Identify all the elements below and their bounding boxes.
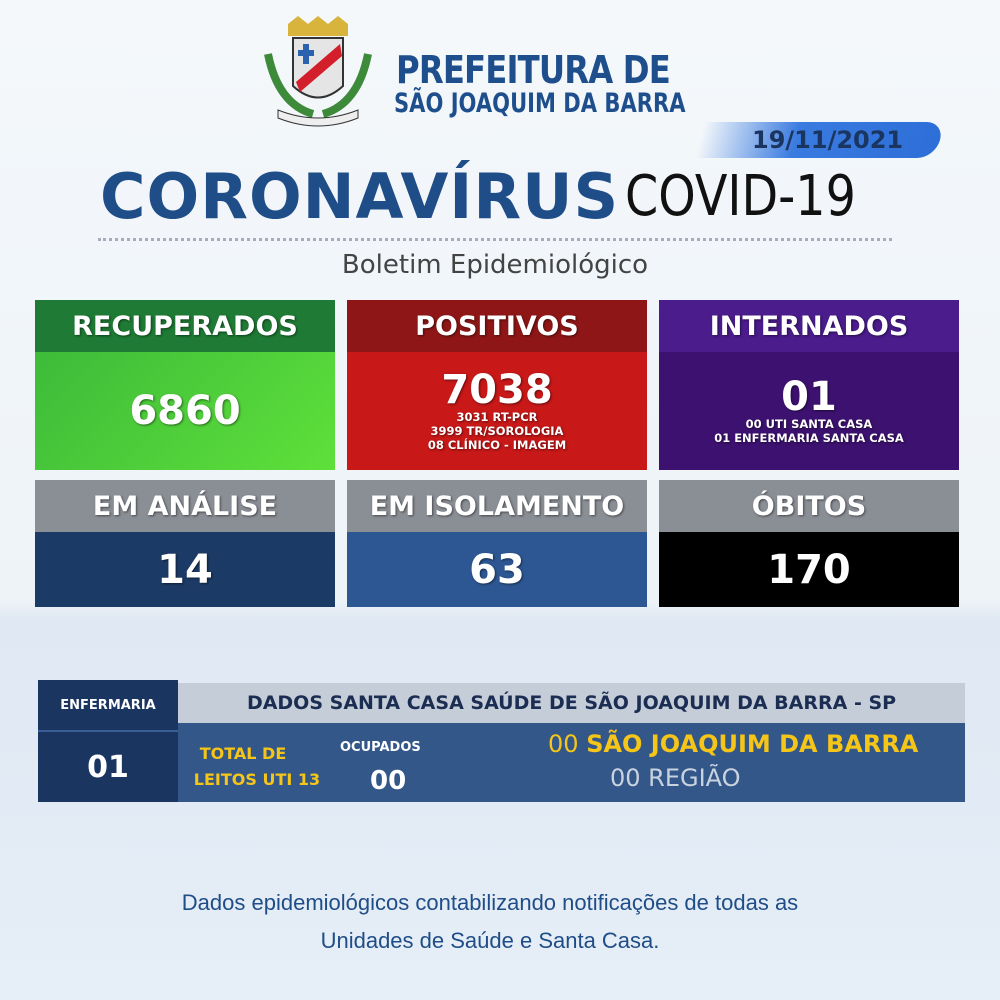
card-body: 7038 3031 RT-PCR 3999 TR/SOROLOGIA 08 CLÍNI… [347,352,647,470]
enfermaria-value: 01 [87,749,129,785]
card-value: 7038 [441,367,553,413]
card-label: EM ANÁLISE [35,480,335,532]
title-secondary: COVID-19 [625,164,856,229]
local-line: 00 SÃO JOAQUIM DA BARRA [548,730,918,758]
title-main: CORONAVÍRUS [100,160,620,233]
card-body: 63 [347,532,647,607]
enfermaria-label: ENFERMARIA [60,697,156,713]
footer-line2: Unidades de Saúde e Santa Casa. [320,928,660,953]
card-label: INTERNADOS [659,300,959,352]
card-body: 170 [659,532,959,607]
card-label: RECUPERADOS [35,300,335,352]
occupied-value: 00 [370,766,407,796]
card-detail: 08 CLÍNICO - IMAGEM [427,438,567,452]
table-left-header: ENFERMARIA [38,680,178,730]
card-body: 01 00 UTI SANTA CASA 01 ENFERMARIA SANTA C… [659,352,959,470]
table-header: DADOS SANTA CASA SAÚDE DE SÃO JOAQUIM DA… [178,683,965,723]
card-detail: 3999 TR/SOROLOGIA [430,424,564,438]
divider [98,238,892,241]
date: 19/11/2021 [752,126,904,154]
occupied-label: OCUPADOS [340,740,421,755]
table-title: DADOS SANTA CASA SAÚDE DE SÃO JOAQUIM DA… [246,692,897,714]
region: 00 REGIÃO [610,764,741,792]
card-value: 01 [781,374,837,420]
card-value: 170 [767,546,851,593]
card-body: 14 [35,532,335,607]
table-left-body: 01 [38,730,178,802]
card-detail: 01 ENFERMARIA SANTA CASA [714,431,904,445]
card-label: POSITIVOS [347,300,647,352]
total-line1: TOTAL DE [199,744,287,763]
card-body: 6860 [35,352,335,470]
card-label: EM ISOLAMENTO [347,480,647,532]
table-body [178,723,965,802]
card-label: ÓBITOS [659,480,959,532]
card-value: 14 [157,546,213,593]
header-line2: SÃO JOAQUIM DA BARRA [394,88,686,119]
footer-line1: Dados epidemiológicos contabilizando not… [181,890,799,915]
card-value: 6860 [129,388,241,434]
card-detail: 3031 RT-PCR [456,410,538,424]
coat-of-arms [264,16,372,127]
total-line2: LEITOS UTI 13 [193,770,321,789]
card-value: 63 [469,546,525,593]
local-value: 00 [548,730,579,758]
card-detail: 00 UTI SANTA CASA [745,417,873,431]
local-label: SÃO JOAQUIM DA BARRA [586,730,919,758]
header-line1: PREFEITURA DE [396,48,671,92]
subtitle: Boletim Epidemiológico [341,250,649,280]
